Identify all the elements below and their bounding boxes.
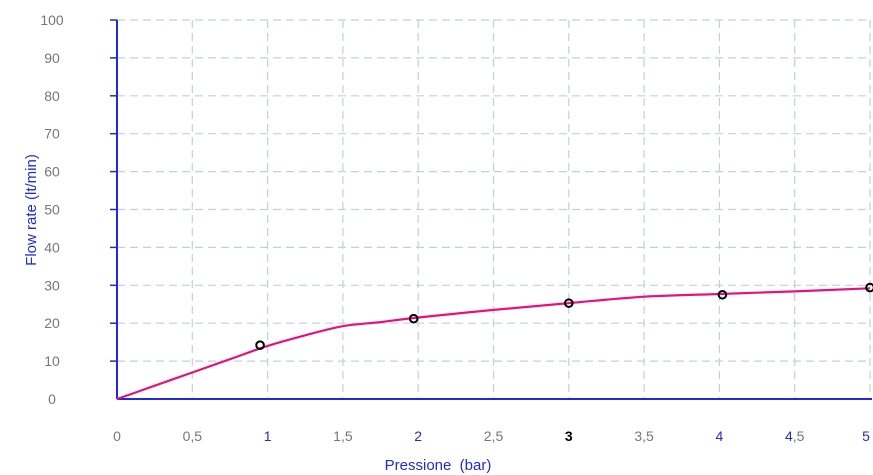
x-tick-label: 2 — [414, 428, 422, 444]
y-tick-label: 70 — [44, 126, 60, 142]
y-tick-label: 10 — [44, 353, 60, 369]
y-tick-label: 100 — [40, 12, 64, 28]
grid-lines — [117, 19, 871, 399]
data-markers — [255, 282, 873, 350]
y-tick-label: 20 — [44, 315, 60, 331]
x-tick-label: 3,5 — [634, 428, 654, 444]
axes — [110, 19, 872, 400]
x-tick-labels: 0 0,5 1 1,5 2 2,5 3 3,5 4 4,5 5 — [113, 428, 870, 444]
x-tick-label: 0,5 — [183, 428, 203, 444]
y-tick-label: 50 — [44, 202, 60, 218]
data-point — [408, 313, 419, 324]
y-tick-label: 30 — [44, 277, 60, 293]
x-tick-label: 1,5 — [333, 428, 353, 444]
x-tick-label: 4 — [716, 428, 724, 444]
x-tick-label: 3 — [565, 428, 573, 444]
x-tick-label: 2,5 — [484, 428, 504, 444]
y-tick-label: 90 — [44, 50, 60, 66]
x-tick-label: 5 — [862, 428, 870, 444]
x-tick-label: 1 — [264, 428, 272, 444]
y-tick-label: 60 — [44, 164, 60, 180]
data-point — [255, 340, 265, 350]
data-point — [717, 289, 728, 300]
data-point — [564, 298, 574, 308]
x-tick-label: 0 — [113, 428, 121, 444]
flow-curve — [116, 287, 871, 401]
y-tick-label: 40 — [44, 239, 60, 255]
y-tick-label: 0 — [48, 391, 56, 407]
y-tick-label: 80 — [44, 88, 60, 104]
data-point — [865, 282, 873, 293]
y-axis-label: Flow rate (lt/min) — [23, 154, 40, 266]
x-tick-label: 4,5 — [785, 428, 805, 444]
x-axis-label: Pressione (bar) — [385, 457, 492, 474]
y-tick-labels: 0 10 20 30 40 50 60 70 80 90 100 — [40, 12, 64, 407]
